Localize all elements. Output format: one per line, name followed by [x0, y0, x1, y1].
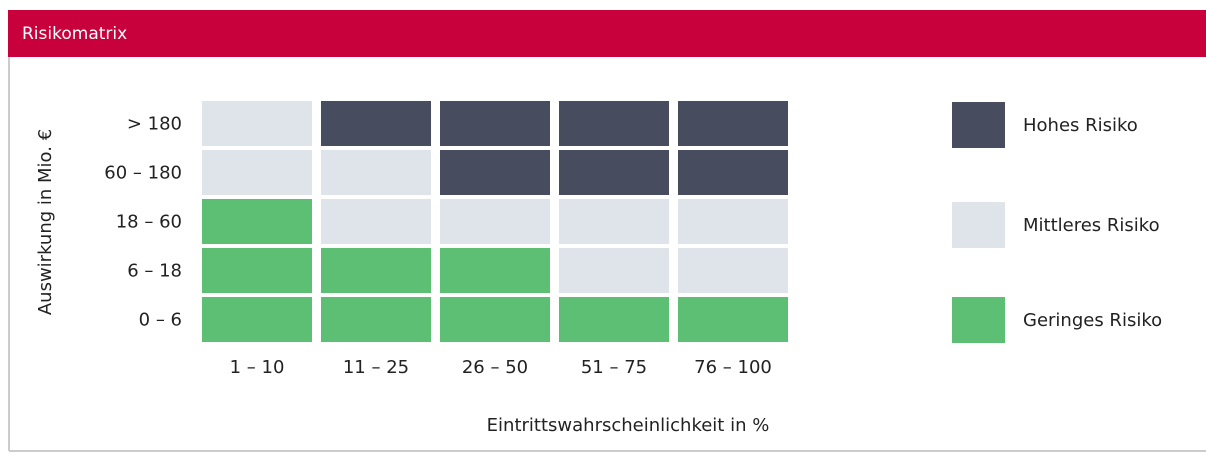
matrix-cell	[440, 248, 550, 293]
matrix-cell	[559, 199, 669, 244]
header-bar	[8, 10, 1206, 57]
matrix-cell	[440, 101, 550, 146]
column-label: 26 – 50	[462, 357, 528, 378]
header-title: Risikomatrix	[22, 24, 127, 44]
legend-swatch	[952, 102, 1005, 148]
matrix-cell	[440, 297, 550, 342]
matrix-cell	[559, 150, 669, 195]
column-label: 76 – 100	[694, 357, 772, 378]
x-axis-label: Eintrittswahrscheinlichkeit in %	[487, 415, 770, 436]
matrix-cell	[321, 150, 431, 195]
row-label: 18 – 60	[116, 212, 182, 233]
matrix-cell	[678, 248, 788, 293]
row-label: 6 – 18	[127, 261, 182, 282]
column-label: 51 – 75	[581, 357, 647, 378]
matrix-cell	[678, 101, 788, 146]
legend-label: Hohes Risiko	[1023, 115, 1138, 136]
matrix-cell	[559, 101, 669, 146]
matrix-cell	[678, 297, 788, 342]
column-label: 11 – 25	[343, 357, 409, 378]
legend-label: Mittleres Risiko	[1023, 215, 1160, 236]
matrix-cell	[678, 150, 788, 195]
matrix-cell	[321, 248, 431, 293]
matrix-cell	[559, 297, 669, 342]
matrix-cell	[202, 199, 312, 244]
row-label: 0 – 6	[139, 310, 182, 331]
matrix-cell	[321, 199, 431, 244]
matrix-cell	[321, 101, 431, 146]
matrix-cell	[440, 199, 550, 244]
y-axis-label: Auswirkung in Mio. €	[35, 129, 56, 315]
legend-swatch	[952, 202, 1005, 248]
matrix-cell	[202, 150, 312, 195]
row-label: > 180	[127, 114, 182, 135]
legend-label: Geringes Risiko	[1023, 310, 1162, 331]
column-label: 1 – 10	[230, 357, 285, 378]
legend-swatch	[952, 297, 1005, 343]
matrix-cell	[678, 199, 788, 244]
matrix-cell	[202, 297, 312, 342]
matrix-cell	[202, 248, 312, 293]
row-label: 60 – 180	[104, 163, 182, 184]
matrix-cell	[440, 150, 550, 195]
matrix-cell	[202, 101, 312, 146]
matrix-cell	[559, 248, 669, 293]
matrix-cell	[321, 297, 431, 342]
